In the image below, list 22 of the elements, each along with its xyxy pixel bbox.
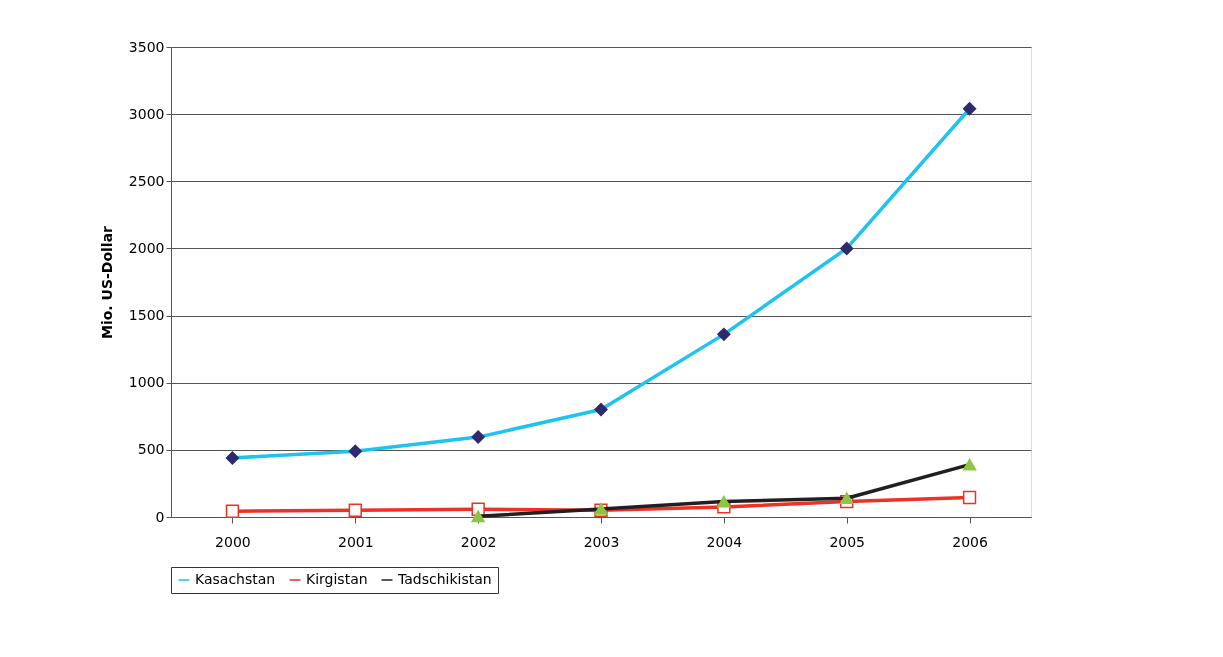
point bbox=[962, 490, 977, 505]
y-tick-label: 0 bbox=[155, 508, 165, 525]
y-tick-label: 500 bbox=[137, 441, 165, 458]
x-tick-label: 2002 bbox=[460, 533, 497, 550]
y-tick-label: 2500 bbox=[128, 172, 165, 189]
x-tick-label: 2005 bbox=[829, 533, 866, 550]
legend-label: Kasachstan bbox=[195, 571, 276, 587]
point bbox=[225, 504, 240, 518]
x-tick-label: 2000 bbox=[215, 533, 251, 550]
legend-label: Kirgistan bbox=[306, 571, 368, 587]
y-axis-title: Mio. US-Dollar bbox=[98, 225, 115, 339]
x-tick-label: 2003 bbox=[583, 533, 620, 550]
y-tick-label: 3000 bbox=[128, 105, 165, 122]
x-tick-label: 2006 bbox=[952, 533, 988, 550]
legend-label: Tadschikistan bbox=[397, 571, 492, 587]
x-tick-label: 2001 bbox=[337, 533, 374, 550]
y-tick-label: 3500 bbox=[128, 38, 165, 55]
x-tick-label: 2004 bbox=[706, 533, 743, 550]
y-tick-label: 2000 bbox=[128, 239, 165, 256]
y-tick-label: 1500 bbox=[128, 307, 165, 324]
point bbox=[348, 503, 362, 517]
y-tick-label: 1000 bbox=[128, 374, 165, 391]
